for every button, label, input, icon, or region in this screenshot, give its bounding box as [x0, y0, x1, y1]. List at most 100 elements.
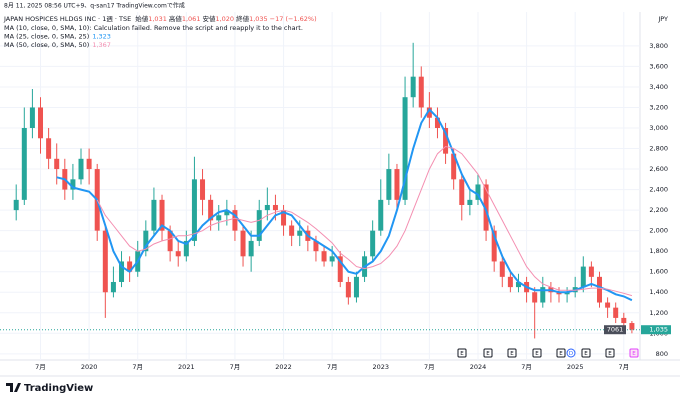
x-tick-label: 7月 — [521, 363, 532, 371]
y-tick-label: 3,600 — [649, 62, 668, 70]
event-marker — [581, 348, 591, 358]
candle-body — [21, 128, 27, 200]
candle-body — [297, 230, 303, 236]
y-tick-label: 1,400 — [649, 288, 668, 296]
x-tick-label: 2020 — [81, 363, 98, 371]
x-tick-label: 7月 — [132, 363, 143, 371]
last-price-label: 1,035 — [649, 326, 668, 334]
candle-body — [467, 199, 473, 205]
candle-body — [127, 261, 133, 272]
event-label: E — [460, 351, 464, 357]
candle-body — [418, 76, 424, 108]
legend-entry: MA (50, close, 0, SMA, 50) 1,367 — [4, 41, 111, 49]
candle-body — [426, 107, 432, 118]
ma-line — [96, 145, 633, 297]
last-price-box — [641, 325, 671, 335]
candle-body — [46, 138, 52, 159]
y-tick-label: 3,400 — [649, 83, 668, 91]
event-marker — [532, 348, 542, 358]
y-tick-label: 2,800 — [649, 145, 668, 153]
candle-body — [38, 107, 44, 139]
event-marker — [566, 348, 576, 358]
x-tick-label: 2025 — [567, 363, 584, 371]
candle-body — [78, 158, 84, 180]
candle-body — [532, 292, 538, 303]
event-label: E — [510, 351, 514, 357]
y-tick-label: 2,200 — [649, 206, 668, 214]
x-tick-label: 7月 — [424, 363, 435, 371]
x-tick-label: 2023 — [372, 363, 389, 371]
candle-body — [613, 307, 619, 318]
candle-body — [345, 281, 351, 298]
y-tick-label: 1,600 — [649, 268, 668, 276]
candle-body — [183, 240, 189, 257]
candle-body — [110, 281, 116, 293]
candle-body — [605, 302, 611, 308]
candle-body — [208, 199, 214, 221]
candle-body — [70, 179, 76, 190]
candle-body — [313, 240, 319, 252]
header: 8月 11, 2025 08:56 UTC+9、q-san17 TradingV… — [4, 2, 185, 10]
legend-entry: MA (25, close, 0, SMA, 25) 1,323 — [4, 33, 111, 41]
legend-value: 1,323 — [92, 33, 111, 41]
readout-name: 終値 — [236, 14, 250, 23]
readout-name: 高値 — [169, 14, 183, 23]
candle-body — [515, 281, 521, 288]
legend-symbol: JAPAN HOSPICES HLDGS INC · 1週 · TSE 始値1,0… — [3, 14, 317, 23]
y-tick-label: 3,800 — [649, 42, 668, 50]
change: −17 (−1.62%) — [270, 15, 317, 23]
ticker-code: 7061 — [607, 326, 624, 334]
candle-body — [499, 261, 505, 277]
legend-name: MA (25, close, 0, SMA, 25) — [4, 33, 89, 41]
candle-body — [175, 251, 181, 257]
candle-body — [248, 240, 254, 257]
legend-name: MA (50, close, 0, SMA, 50) — [4, 41, 89, 49]
readout-value: 1,020 — [215, 15, 234, 23]
legend-value: 1,367 — [92, 41, 111, 49]
event-marker — [457, 348, 467, 358]
candle-body — [596, 276, 602, 303]
event-marker — [605, 348, 615, 358]
x-tick-label: 7月 — [35, 363, 46, 371]
candle-body — [151, 199, 157, 231]
candle-body — [13, 199, 19, 211]
candle-body — [580, 266, 586, 288]
x-tick-label: 7月 — [230, 363, 241, 371]
candle-body — [159, 199, 165, 231]
x-tick-label: 2021 — [178, 363, 195, 371]
readout-value: 1,035 — [249, 15, 268, 23]
readout-name: 安値 — [202, 14, 216, 23]
readout-value: 1,031 — [148, 15, 167, 23]
y-tick-label: 2,600 — [649, 165, 668, 173]
candle-body — [483, 184, 489, 231]
legend-note: MA (10, close, 0, SMA, 10): Calculation … — [4, 24, 303, 32]
x-tick-label: 2022 — [275, 363, 292, 371]
candle-body — [167, 230, 173, 252]
event-label: E — [559, 351, 563, 357]
candle-body — [102, 230, 108, 293]
currency: JPY — [657, 15, 668, 23]
y-tick-label: 3,200 — [649, 103, 668, 111]
candle-body — [143, 230, 149, 252]
logo: TradingView — [6, 383, 93, 394]
candle-body — [86, 158, 92, 170]
x-tick-label: 7月 — [327, 363, 338, 371]
candle-body — [588, 266, 594, 277]
event-label: E — [486, 351, 490, 357]
candle-body — [256, 210, 262, 241]
candle-body — [410, 76, 416, 98]
candle-body — [216, 215, 222, 221]
event-label: E — [632, 351, 636, 357]
candle-body — [378, 199, 384, 231]
brand: TradingView — [24, 383, 93, 394]
y-tick-label: 1,200 — [649, 309, 668, 317]
candle-body — [475, 184, 481, 200]
candle-body — [54, 158, 60, 170]
event-label: E — [535, 351, 539, 357]
event-label: D — [569, 351, 573, 357]
candle-body — [272, 204, 278, 211]
candle-body — [240, 230, 246, 257]
candle-body — [564, 292, 570, 295]
